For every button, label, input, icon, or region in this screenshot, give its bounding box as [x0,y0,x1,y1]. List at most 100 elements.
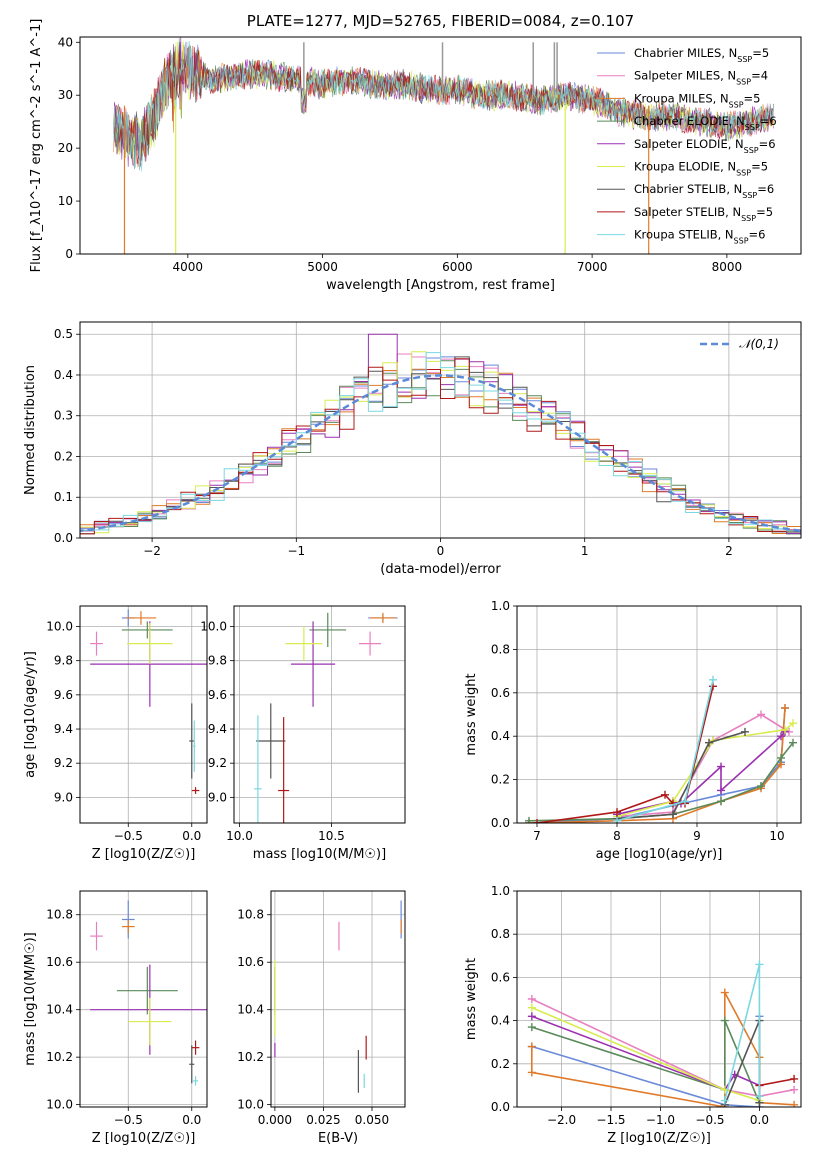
y-tick-label: 0.3 [54,409,73,423]
y-tick-label: 1.0 [491,884,510,898]
y-axis-label: age [log10(age/yr)] [23,651,38,778]
x-tick-label: 9 [693,829,701,843]
legend-label: 𝒩(0,1) [739,337,779,351]
axes-frame [516,890,802,1108]
y-tick-label: 0.8 [491,927,510,941]
plot-area-age_vs_Z [90,609,207,794]
y-tick-label: 10.4 [237,1003,264,1017]
mass-weight-marker [720,1096,729,1105]
plot-area-mass_weight_vs_age [525,675,797,823]
axes-age_vs_Z: −0.5 0.0 9.0 9.2 9.4 9.6 9.8 10.0 Z [log10(Z/Z☉)… [23,605,208,862]
mass-weight-marker [755,960,764,969]
x-axis-label: (data-model)/error [380,562,501,577]
axes-spectrum: 4000 5000 6000 7000 8000 0 10 20 30 40 wavelength … [29,19,802,293]
x-tick-label: 4000 [173,260,204,274]
y-tick-label: 10.8 [46,908,73,922]
mass-weight-line-1 [531,998,795,1098]
mass-weight-marker [720,988,729,997]
x-tick-label: 8 [613,829,621,843]
y-tick-label: 0.2 [491,1057,510,1071]
legend-label: Kroupa STELIB, NSSP=6 [634,228,765,246]
histogram-8 [80,352,801,534]
x-axis-label: mass [log10(M/M☉)] [253,847,386,862]
legend-label: Salpeter STELIB, NSSP=5 [634,205,773,223]
axes-mass_weight_vs_age: 7 8 9 10 0.0 0.2 0.4 0.6 0.8 1.0 age [log10(age/yr… [464,599,802,862]
y-tick-label: 9.0 [208,790,227,804]
mass-weight-marker [781,725,789,734]
x-axis-label: Z [log10(Z/Z☉)] [607,1131,711,1146]
axes-frame [233,605,406,824]
x-tick-label: −2.0 [547,1113,576,1127]
mass-weight-marker [757,710,765,719]
plot-area-mass_vs_ebv [274,900,402,1093]
y-tick-label: 9.6 [54,688,73,702]
y-tick-label: 0.4 [54,368,73,382]
axes-frame [516,605,802,824]
y-tick-label: 9.8 [208,654,227,668]
y-tick-label: 9.8 [54,654,73,668]
x-axis-label: Z [log10(Z/Z☉)] [92,1131,196,1146]
plot-area-mass_weight_vs_Z [527,960,799,1107]
legend-label: Chabrier STELIB, NSSP=6 [634,182,774,200]
x-tick-label: 0.0 [182,1113,201,1127]
y-tick-label: 9.4 [208,722,227,736]
mass-weight-marker [709,675,717,684]
mass-weight-marker [717,797,725,806]
y-tick-label: 0.2 [54,449,73,463]
y-tick-label: 10.2 [237,1050,264,1064]
y-tick-label: 9.6 [208,688,227,702]
mass-weight-marker [781,703,789,712]
x-tick-label: 1 [581,544,589,558]
y-axis-label: Flux [f_λ10^-17 erg cm^-2 s^-1 A^-1] [29,19,44,273]
axes-mass_vs_ebv: 0.000 0.025 0.050 10.0 10.2 10.4 10.6 10.8 E(B-V… [237,890,406,1146]
x-tick-label: 2 [725,544,733,558]
mass-weight-marker [757,782,765,791]
y-tick-label: 10.6 [46,955,73,969]
axes-mass_weight_vs_Z: −2.0 −1.5 −1.0 −0.5 0.0 0.0 0.2 0.4 0.6 0.8 1.0 Z [… [464,884,802,1146]
y-axis-label: Normed distribution [23,365,38,495]
mass-weight-line-4 [616,731,786,816]
x-axis-label: age [log10(age/yr)] [596,847,723,862]
legend-label: Chabrier ELODIE, NSSP=6 [634,114,777,132]
y-tick-label: 9.4 [54,722,73,736]
mass-weight-marker [527,1003,536,1012]
y-tick-label: 0.0 [491,1100,510,1114]
y-tick-label: 0.1 [54,490,73,504]
y-tick-label: 0.6 [491,686,510,700]
y-tick-label: 0.2 [491,773,510,787]
x-tick-label: 0.050 [355,1113,389,1127]
x-tick-label: 0.025 [306,1113,340,1127]
y-tick-label: 0.0 [54,531,73,545]
axes-frame [79,321,802,539]
mass-weight-marker [789,738,797,747]
spectrum-legend: Chabrier MILES, NSSP=5 Salpeter MILES, NS… [597,46,777,245]
plot-area-residuals [80,333,801,535]
x-tick-label: 0.000 [258,1113,292,1127]
axes-residuals: −2 −1 0 1 2 0.0 0.1 0.2 0.3 0.4 0.5 (data-model)/er… [23,321,802,577]
y-tick-label: 10.0 [237,1098,264,1112]
mass-weight-marker [613,816,621,823]
x-tick-label: −1.0 [646,1113,675,1127]
mass-weight-marker [789,719,797,728]
y-tick-label: 40 [58,35,73,49]
axes-frame [79,890,208,1108]
mass-weight-line-7 [759,1078,795,1087]
mass-weight-marker [527,1068,536,1077]
spectrum-line-2 [113,44,774,168]
axes-mass_vs_Z: −0.5 0.0 10.0 10.2 10.4 10.6 10.8 Z [log10(Z/Z☉… [23,890,208,1146]
mass-weight-marker [777,732,785,741]
x-tick-label: 10.0 [226,829,253,843]
y-tick-label: 0.4 [491,1014,510,1028]
spectrum-line-8 [113,40,774,172]
x-tick-label: 0.0 [182,829,201,843]
spectrum-line-5 [113,40,774,164]
mass-weight-marker [720,1016,729,1025]
mass-weight-marker [755,1092,764,1101]
x-tick-label: 0.0 [750,1113,769,1127]
x-tick-label: 10.5 [318,829,345,843]
plot-area-mass_vs_Z [90,900,207,1086]
legend-label: Kroupa MILES, NSSP=5 [634,91,760,109]
x-axis-label: Z [log10(Z/Z☉)] [92,847,196,862]
normal-reference-curve [80,374,801,533]
